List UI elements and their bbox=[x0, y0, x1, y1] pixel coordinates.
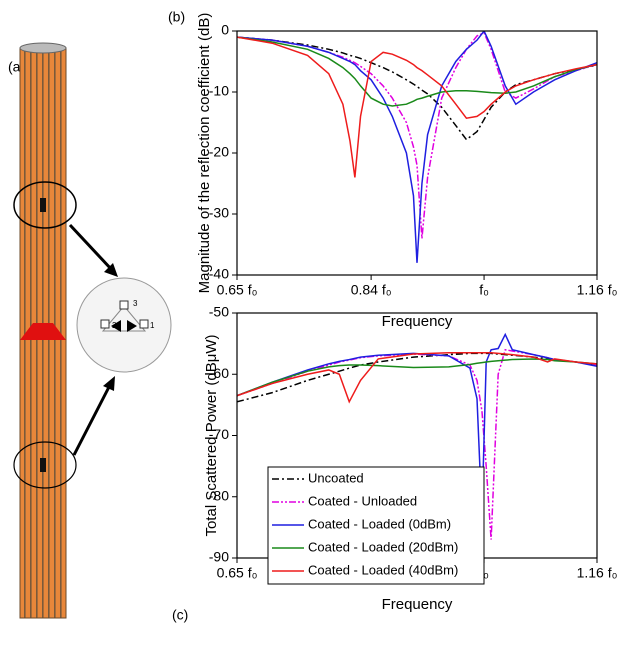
arrow bbox=[68, 223, 114, 272]
y-axis-title: Total Scattered Power (dBμW) bbox=[203, 334, 220, 536]
y-tick-label: -50 bbox=[209, 304, 229, 320]
highlight bbox=[13, 441, 77, 489]
y-axis-title: Magnitude of the reflection coefficient … bbox=[196, 13, 213, 294]
y-tick-label: -90 bbox=[209, 549, 229, 565]
y-tick-label: -80 bbox=[209, 487, 229, 503]
inset bbox=[76, 277, 172, 373]
legend-label: Uncoated bbox=[308, 470, 364, 485]
pad bbox=[119, 300, 129, 310]
x-tick-label: 1.16 f₀ bbox=[577, 282, 618, 298]
diode bbox=[111, 320, 121, 332]
y-tick-label: -70 bbox=[209, 426, 229, 442]
x-tick-label: 0.65 f₀ bbox=[217, 565, 258, 581]
x-axis-title: Frequency bbox=[382, 313, 453, 330]
series-line bbox=[237, 31, 597, 263]
arrow-head bbox=[104, 263, 118, 277]
x-tick-label: 1.16 f₀ bbox=[577, 565, 618, 581]
series-line bbox=[237, 332, 597, 516]
cylinder-top bbox=[19, 42, 67, 54]
x-axis-title: Frequency bbox=[382, 596, 453, 613]
inset-label: 3 bbox=[133, 299, 138, 308]
legend-label: Coated - Unloaded bbox=[308, 493, 417, 508]
legend-label: Coated - Loaded (40dBm) bbox=[308, 562, 458, 577]
y-tick-label: -40 bbox=[209, 266, 229, 282]
x-tick-label: f₀ bbox=[479, 282, 489, 298]
series-line bbox=[237, 36, 597, 107]
inset-label: 1 bbox=[150, 321, 155, 330]
series-line bbox=[237, 36, 597, 178]
pad bbox=[100, 319, 110, 329]
y-tick-label: -20 bbox=[209, 144, 229, 160]
x-tick-label: 0.84 f₀ bbox=[351, 282, 392, 298]
highlight bbox=[13, 181, 77, 229]
y-tick-label: -30 bbox=[209, 205, 229, 221]
chip bbox=[40, 198, 46, 212]
inset-label: 2 bbox=[112, 321, 117, 330]
x-tick-label: 0.65 f₀ bbox=[217, 282, 258, 298]
inset-outline bbox=[101, 305, 147, 332]
legend-label: Coated - Loaded (20dBm) bbox=[308, 539, 458, 554]
panel-label: (c) bbox=[172, 607, 188, 623]
plot-frame bbox=[236, 30, 598, 276]
illustration: (a) 3 2 1 bbox=[8, 42, 172, 619]
y-tick-label: 0 bbox=[221, 22, 229, 38]
panel-label: (b) bbox=[168, 9, 185, 25]
legend-label: Coated - Loaded (0dBm) bbox=[308, 516, 451, 531]
chip bbox=[40, 458, 46, 472]
y-tick-label: -10 bbox=[209, 83, 229, 99]
arrow-head bbox=[103, 376, 115, 391]
series-line bbox=[237, 352, 597, 404]
series-line bbox=[237, 31, 597, 239]
cone bbox=[20, 323, 66, 340]
pad bbox=[139, 319, 149, 329]
arrow bbox=[72, 384, 112, 456]
diode bbox=[127, 320, 137, 332]
series-line bbox=[237, 36, 597, 141]
y-tick-label: -60 bbox=[209, 365, 229, 381]
